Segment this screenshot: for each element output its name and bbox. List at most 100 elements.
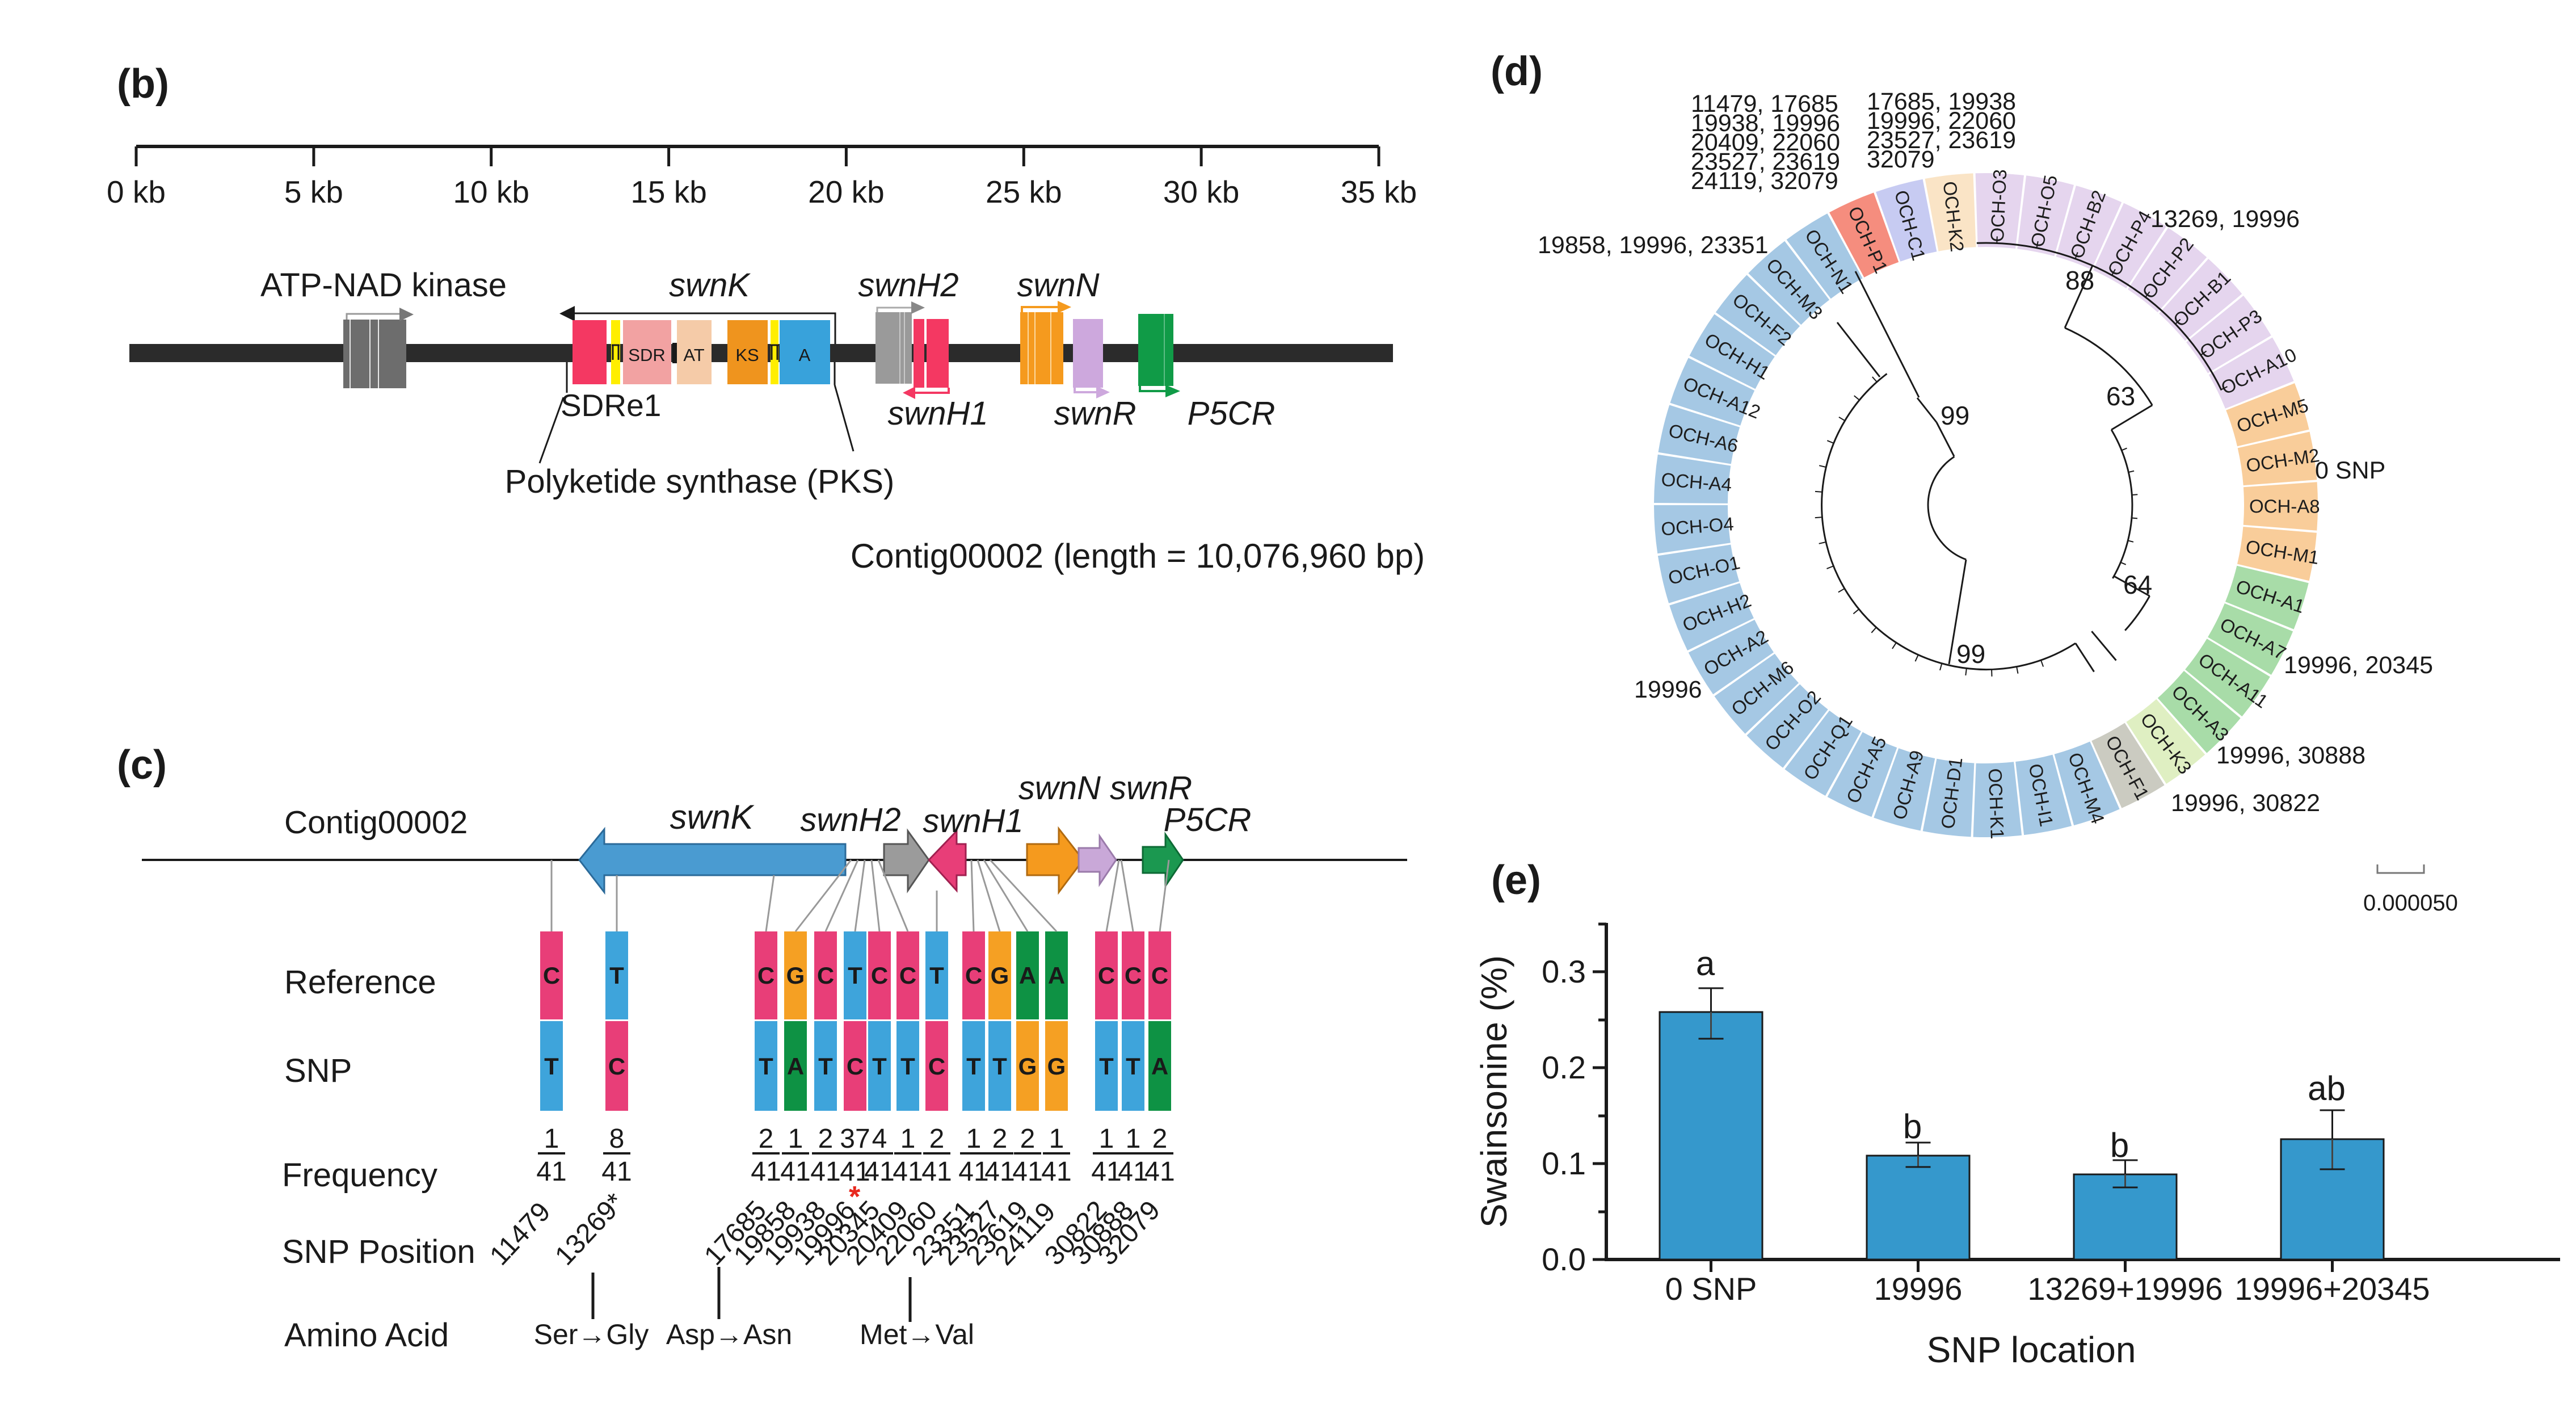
svg-text:swnH1: swnH1 [887, 395, 988, 432]
svg-text:25 kb: 25 kb [986, 174, 1062, 209]
svg-text:(e): (e) [1491, 858, 1541, 903]
svg-text:0 SNP: 0 SNP [1665, 1271, 1757, 1307]
svg-text:Polyketide synthase (PKS): Polyketide synthase (PKS) [505, 463, 895, 500]
svg-text:2: 2 [1020, 1124, 1036, 1154]
svg-text:19996: 19996 [1634, 676, 1702, 703]
svg-text:19996: 19996 [1874, 1271, 1963, 1307]
svg-text:Reference: Reference [284, 964, 436, 1001]
svg-text:SDRe1: SDRe1 [561, 388, 661, 423]
svg-text:32079: 32079 [1867, 146, 1935, 173]
svg-text:41: 41 [893, 1157, 923, 1187]
svg-text:5 kb: 5 kb [284, 174, 343, 209]
svg-text:T: T [848, 962, 862, 989]
svg-text:T: T [609, 962, 624, 989]
svg-text:Amino Acid: Amino Acid [284, 1317, 449, 1354]
svg-text:99: 99 [1956, 639, 1985, 669]
svg-text:SNP: SNP [284, 1052, 352, 1089]
svg-text:KS: KS [735, 345, 759, 365]
svg-text:a: a [1696, 944, 1715, 983]
svg-text:swnK: swnK [669, 267, 751, 304]
svg-text:1: 1 [544, 1124, 559, 1154]
svg-text:A: A [799, 345, 811, 365]
svg-text:30 kb: 30 kb [1163, 174, 1240, 209]
svg-text:SNP Position: SNP Position [282, 1233, 475, 1270]
svg-text:OCH-K1: OCH-K1 [1985, 768, 2008, 839]
svg-text:0.1: 0.1 [1542, 1145, 1586, 1181]
svg-text:T: T [818, 1053, 833, 1080]
svg-text:19938, 19996: 19938, 19996 [1691, 110, 1840, 137]
svg-text:C: C [1125, 962, 1142, 989]
svg-text:41: 41 [864, 1157, 894, 1187]
svg-text:19858, 19996, 23351: 19858, 19996, 23351 [1538, 232, 1769, 259]
svg-text:Met→Val: Met→Val [860, 1319, 974, 1350]
svg-text:T: T [1099, 1053, 1114, 1080]
svg-text:19996, 20345: 19996, 20345 [2284, 652, 2433, 679]
svg-text:(b): (b) [117, 61, 169, 107]
svg-text:64: 64 [2123, 570, 2152, 599]
svg-text:23527, 23619: 23527, 23619 [1867, 127, 2016, 154]
svg-text:2: 2 [929, 1124, 945, 1154]
svg-text:41: 41 [1118, 1157, 1148, 1187]
svg-text:41: 41 [780, 1157, 810, 1187]
svg-text:2: 2 [759, 1124, 774, 1154]
svg-text:24119, 32079: 24119, 32079 [1691, 167, 1838, 195]
svg-text:C: C [928, 1053, 945, 1080]
svg-text:SNP location: SNP location [1927, 1329, 2136, 1370]
svg-text:T: T [900, 1053, 915, 1080]
svg-text:41: 41 [601, 1157, 632, 1187]
svg-text:19996, 30888: 19996, 30888 [2216, 742, 2365, 769]
svg-text:C: C [608, 1053, 625, 1080]
svg-text:swnH2: swnH2 [800, 801, 900, 838]
svg-text:swnR: swnR [1054, 395, 1136, 432]
svg-text:b: b [2110, 1126, 2129, 1164]
svg-text:2: 2 [992, 1124, 1008, 1154]
svg-text:Asp→Asn: Asp→Asn [666, 1319, 792, 1350]
svg-text:A: A [1151, 1053, 1168, 1080]
svg-text:Ser→Gly: Ser→Gly [534, 1319, 649, 1350]
svg-text:1: 1 [900, 1124, 916, 1154]
svg-text:10 kb: 10 kb [453, 174, 529, 209]
svg-text:G: G [786, 962, 805, 989]
svg-text:20409, 22060: 20409, 22060 [1691, 129, 1840, 156]
svg-text:41: 41 [810, 1157, 840, 1187]
svg-text:ATP-NAD kinase: ATP-NAD kinase [260, 267, 507, 304]
svg-text:0.3: 0.3 [1542, 954, 1586, 989]
svg-text:17685, 19938: 17685, 19938 [1867, 88, 2016, 115]
svg-text:0.000050: 0.000050 [2363, 891, 2458, 916]
svg-text:0 kb: 0 kb [107, 174, 166, 209]
svg-text:41: 41 [536, 1157, 566, 1187]
svg-text:2: 2 [1152, 1124, 1168, 1154]
svg-text:swnH1: swnH1 [923, 803, 1023, 839]
svg-text:T: T [929, 962, 944, 989]
svg-text:swnH2: swnH2 [858, 267, 958, 304]
svg-text:41: 41 [1041, 1157, 1071, 1187]
svg-text:AT: AT [683, 345, 704, 365]
svg-text:23527, 23619: 23527, 23619 [1691, 148, 1840, 175]
svg-text:T: T [759, 1053, 773, 1080]
svg-text:0.0: 0.0 [1542, 1241, 1586, 1277]
svg-text:A: A [787, 1053, 804, 1080]
svg-text:63: 63 [2106, 381, 2135, 411]
svg-text:(c): (c) [117, 742, 167, 788]
svg-text:A: A [1048, 962, 1065, 989]
svg-text:Contig00002: Contig00002 [284, 804, 468, 841]
svg-text:ab: ab [2308, 1069, 2346, 1107]
svg-text:41: 41 [958, 1157, 988, 1187]
svg-text:T: T [966, 1053, 981, 1080]
svg-text:T: T [544, 1053, 559, 1080]
svg-text:37: 37 [840, 1124, 870, 1154]
svg-text:20 kb: 20 kb [808, 174, 885, 209]
svg-text:Contig00002 (length = 10,076,9: Contig00002 (length = 10,076,960 bp) [851, 537, 1425, 575]
svg-text:0 SNP: 0 SNP [2315, 457, 2385, 484]
svg-text:G: G [991, 962, 1009, 989]
svg-text:G: G [1018, 1053, 1037, 1080]
svg-text:0.2: 0.2 [1542, 1049, 1586, 1085]
svg-text:35 kb: 35 kb [1341, 174, 1417, 209]
svg-text:88: 88 [2065, 266, 2094, 295]
svg-text:2: 2 [818, 1124, 834, 1154]
svg-text:C: C [847, 1053, 864, 1080]
svg-text:SDR: SDR [628, 345, 665, 365]
svg-text:99: 99 [1941, 401, 1969, 430]
svg-text:C: C [965, 962, 982, 989]
svg-text:41: 41 [840, 1157, 870, 1187]
